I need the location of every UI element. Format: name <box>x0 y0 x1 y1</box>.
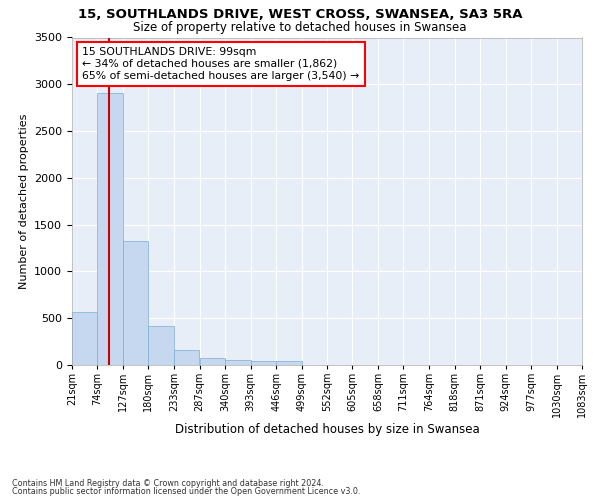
Bar <box>251 362 276 365</box>
Bar <box>225 360 251 365</box>
Bar <box>174 350 199 365</box>
Text: 15, SOUTHLANDS DRIVE, WEST CROSS, SWANSEA, SA3 5RA: 15, SOUTHLANDS DRIVE, WEST CROSS, SWANSE… <box>78 8 522 20</box>
Y-axis label: Number of detached properties: Number of detached properties <box>19 114 29 289</box>
X-axis label: Distribution of detached houses by size in Swansea: Distribution of detached houses by size … <box>175 423 479 436</box>
Bar <box>148 326 174 365</box>
Text: Contains public sector information licensed under the Open Government Licence v3: Contains public sector information licen… <box>12 487 361 496</box>
Bar <box>97 92 123 365</box>
Text: 15 SOUTHLANDS DRIVE: 99sqm
← 34% of detached houses are smaller (1,862)
65% of s: 15 SOUTHLANDS DRIVE: 99sqm ← 34% of deta… <box>82 48 359 80</box>
Bar <box>123 240 148 365</box>
Text: Size of property relative to detached houses in Swansea: Size of property relative to detached ho… <box>133 21 467 34</box>
Bar <box>276 362 302 365</box>
Bar <box>200 358 225 365</box>
Text: Contains HM Land Registry data © Crown copyright and database right 2024.: Contains HM Land Registry data © Crown c… <box>12 478 324 488</box>
Bar <box>72 312 97 365</box>
